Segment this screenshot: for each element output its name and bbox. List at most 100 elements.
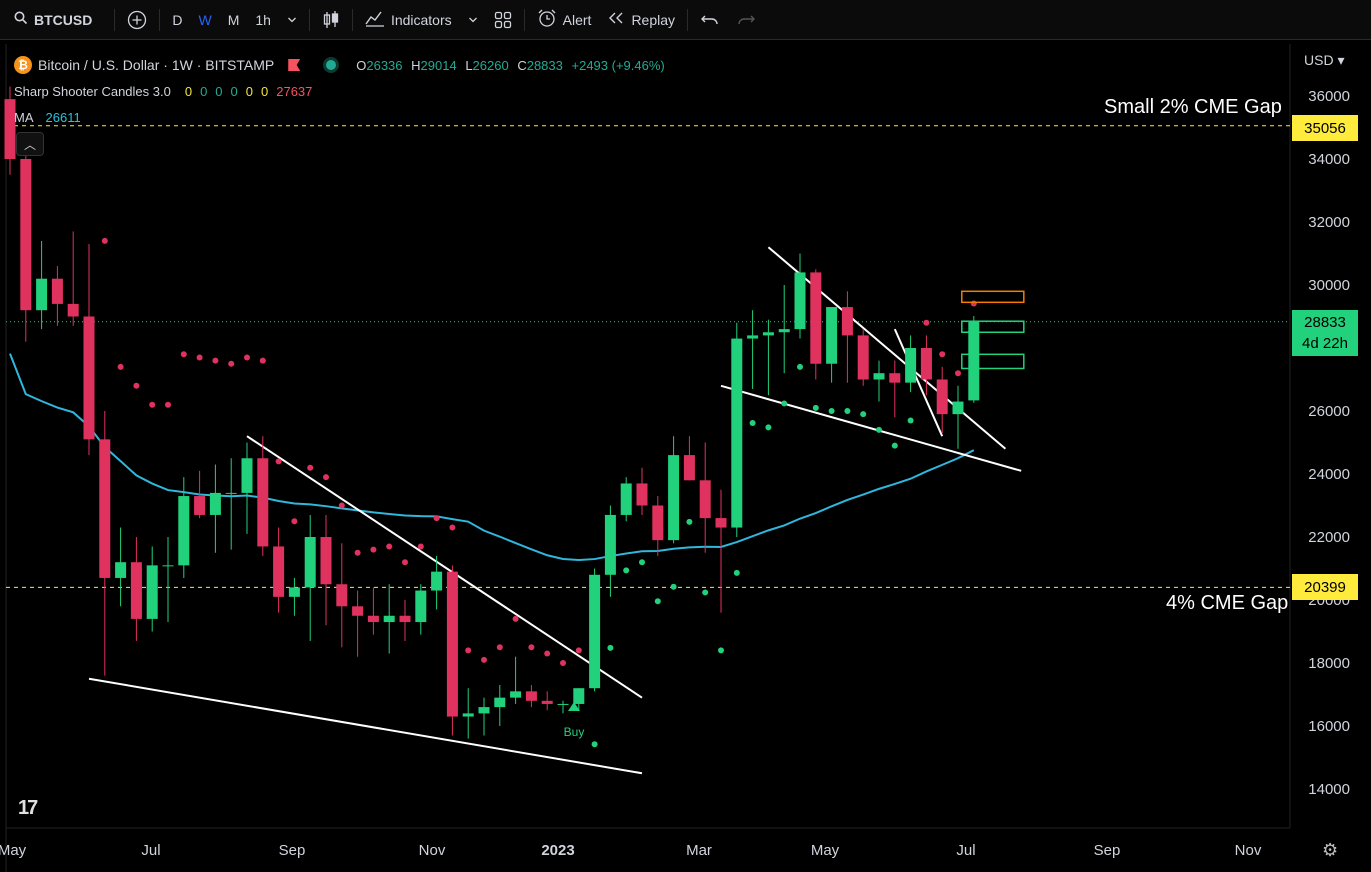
indicator-last: 27637 xyxy=(276,83,313,99)
sar-dot xyxy=(117,363,124,370)
indicators-button[interactable]: Indicators xyxy=(357,0,460,40)
upper-gap-annotation[interactable]: Small 2% CME Gap xyxy=(1104,96,1282,118)
time-tick-label: Mar xyxy=(686,842,712,859)
alert-button[interactable]: Alert xyxy=(529,0,600,40)
symbol-search[interactable]: BTCUSD xyxy=(0,0,100,40)
sar-dot xyxy=(228,360,235,367)
candle xyxy=(747,310,759,389)
redo-icon xyxy=(738,15,756,24)
target-boxes[interactable] xyxy=(961,290,1025,370)
price-tick-label: 36000 xyxy=(1308,88,1350,105)
interval-m[interactable]: M xyxy=(227,11,240,28)
candle xyxy=(415,584,427,635)
candle xyxy=(573,688,585,711)
candle-body xyxy=(857,335,869,380)
lower-gap-annotation[interactable]: 4% CME Gap xyxy=(1166,592,1289,614)
interval-w[interactable]: W xyxy=(198,11,212,28)
indicators-icon xyxy=(365,9,385,30)
candle xyxy=(636,467,648,515)
price-tick-label: 26000 xyxy=(1308,403,1350,420)
ma-label: MA xyxy=(14,109,34,125)
redo-button[interactable] xyxy=(728,0,764,40)
candle xyxy=(604,505,616,597)
undo-button[interactable] xyxy=(692,0,728,40)
interval-dropdown[interactable] xyxy=(279,0,305,40)
candle xyxy=(936,366,948,434)
indicator-value: 0 xyxy=(184,83,193,99)
indicator-value: 0 xyxy=(200,83,208,99)
time-tick-label: Jul xyxy=(141,842,160,859)
candle-body xyxy=(478,707,490,714)
candle xyxy=(841,291,853,383)
candle xyxy=(67,231,79,326)
candle xyxy=(257,436,269,556)
candle xyxy=(352,590,364,657)
candle xyxy=(920,335,932,396)
candle-body xyxy=(462,713,474,717)
candle xyxy=(557,700,569,714)
symbol-legend-row[interactable]: ₿ Bitcoin / U.S. Dollar · 1W · BITSTAMP … xyxy=(14,52,665,78)
candle xyxy=(51,266,63,326)
sar-dot xyxy=(797,363,803,370)
candle-body xyxy=(889,373,901,383)
chart-type-button[interactable] xyxy=(314,0,348,40)
candle xyxy=(194,470,206,519)
candle xyxy=(525,685,537,708)
candle xyxy=(288,577,300,616)
price-tick-label: 14000 xyxy=(1308,781,1350,798)
price-tick-label: 32000 xyxy=(1308,214,1350,231)
currency-selector[interactable]: USD ▾ xyxy=(1304,52,1344,69)
target-box-orange xyxy=(961,290,1025,304)
replay-button[interactable]: Replay xyxy=(599,0,683,40)
gear-icon[interactable]: ⚙ xyxy=(1322,840,1339,860)
candle-body xyxy=(936,379,948,415)
sar-dot xyxy=(639,559,645,566)
tradingview-logo[interactable]: 17 xyxy=(18,797,38,819)
candle-body xyxy=(115,562,127,578)
candle-body xyxy=(83,316,95,440)
templates-button[interactable] xyxy=(486,0,520,40)
legend-title: Bitcoin / U.S. Dollar · 1W · BITSTAMP xyxy=(38,57,275,73)
interval-1h[interactable]: 1h xyxy=(255,11,271,28)
flag-icon[interactable] xyxy=(288,59,301,71)
interval-d[interactable]: D xyxy=(172,11,183,28)
trendline xyxy=(767,246,1007,450)
market-status-icon[interactable] xyxy=(326,60,337,70)
alarm-clock-icon xyxy=(537,8,557,31)
candle xyxy=(620,477,632,522)
candle xyxy=(589,568,601,692)
current-price: 28833 xyxy=(1304,314,1346,331)
candle xyxy=(778,285,790,374)
candle-body xyxy=(130,562,142,619)
candle-body xyxy=(968,321,980,401)
candle-body xyxy=(731,338,743,528)
candle-body xyxy=(715,518,727,528)
sar-dot xyxy=(149,401,156,408)
candle-body xyxy=(826,307,838,364)
sar-dot xyxy=(196,354,203,361)
candle xyxy=(209,464,221,553)
candle-body xyxy=(178,496,190,566)
candle xyxy=(178,477,190,578)
ma-value: 26611 xyxy=(45,109,81,125)
trendlines[interactable] xyxy=(88,246,1022,775)
divider xyxy=(523,8,525,31)
candle-body xyxy=(446,571,458,717)
sar-dot xyxy=(891,442,898,449)
candle-body xyxy=(36,278,48,311)
indicator-legend-row[interactable]: Sharp Shooter Candles 3.0 0 0 0 0 0 0 27… xyxy=(14,78,665,104)
candle xyxy=(462,688,474,739)
candle-body xyxy=(241,458,253,493)
cme-gap-lines xyxy=(6,125,1290,588)
collapse-legend-button[interactable]: ︿ xyxy=(16,132,44,156)
sar-dot xyxy=(449,524,456,531)
indicators-dropdown[interactable] xyxy=(460,0,486,40)
candle-body xyxy=(841,307,853,336)
candle xyxy=(652,496,664,556)
candle xyxy=(715,489,727,613)
compare-button[interactable] xyxy=(119,0,155,40)
ma-legend-row[interactable]: MA 26611 xyxy=(14,104,665,130)
candle-body xyxy=(762,332,774,336)
candle-body xyxy=(794,272,806,330)
